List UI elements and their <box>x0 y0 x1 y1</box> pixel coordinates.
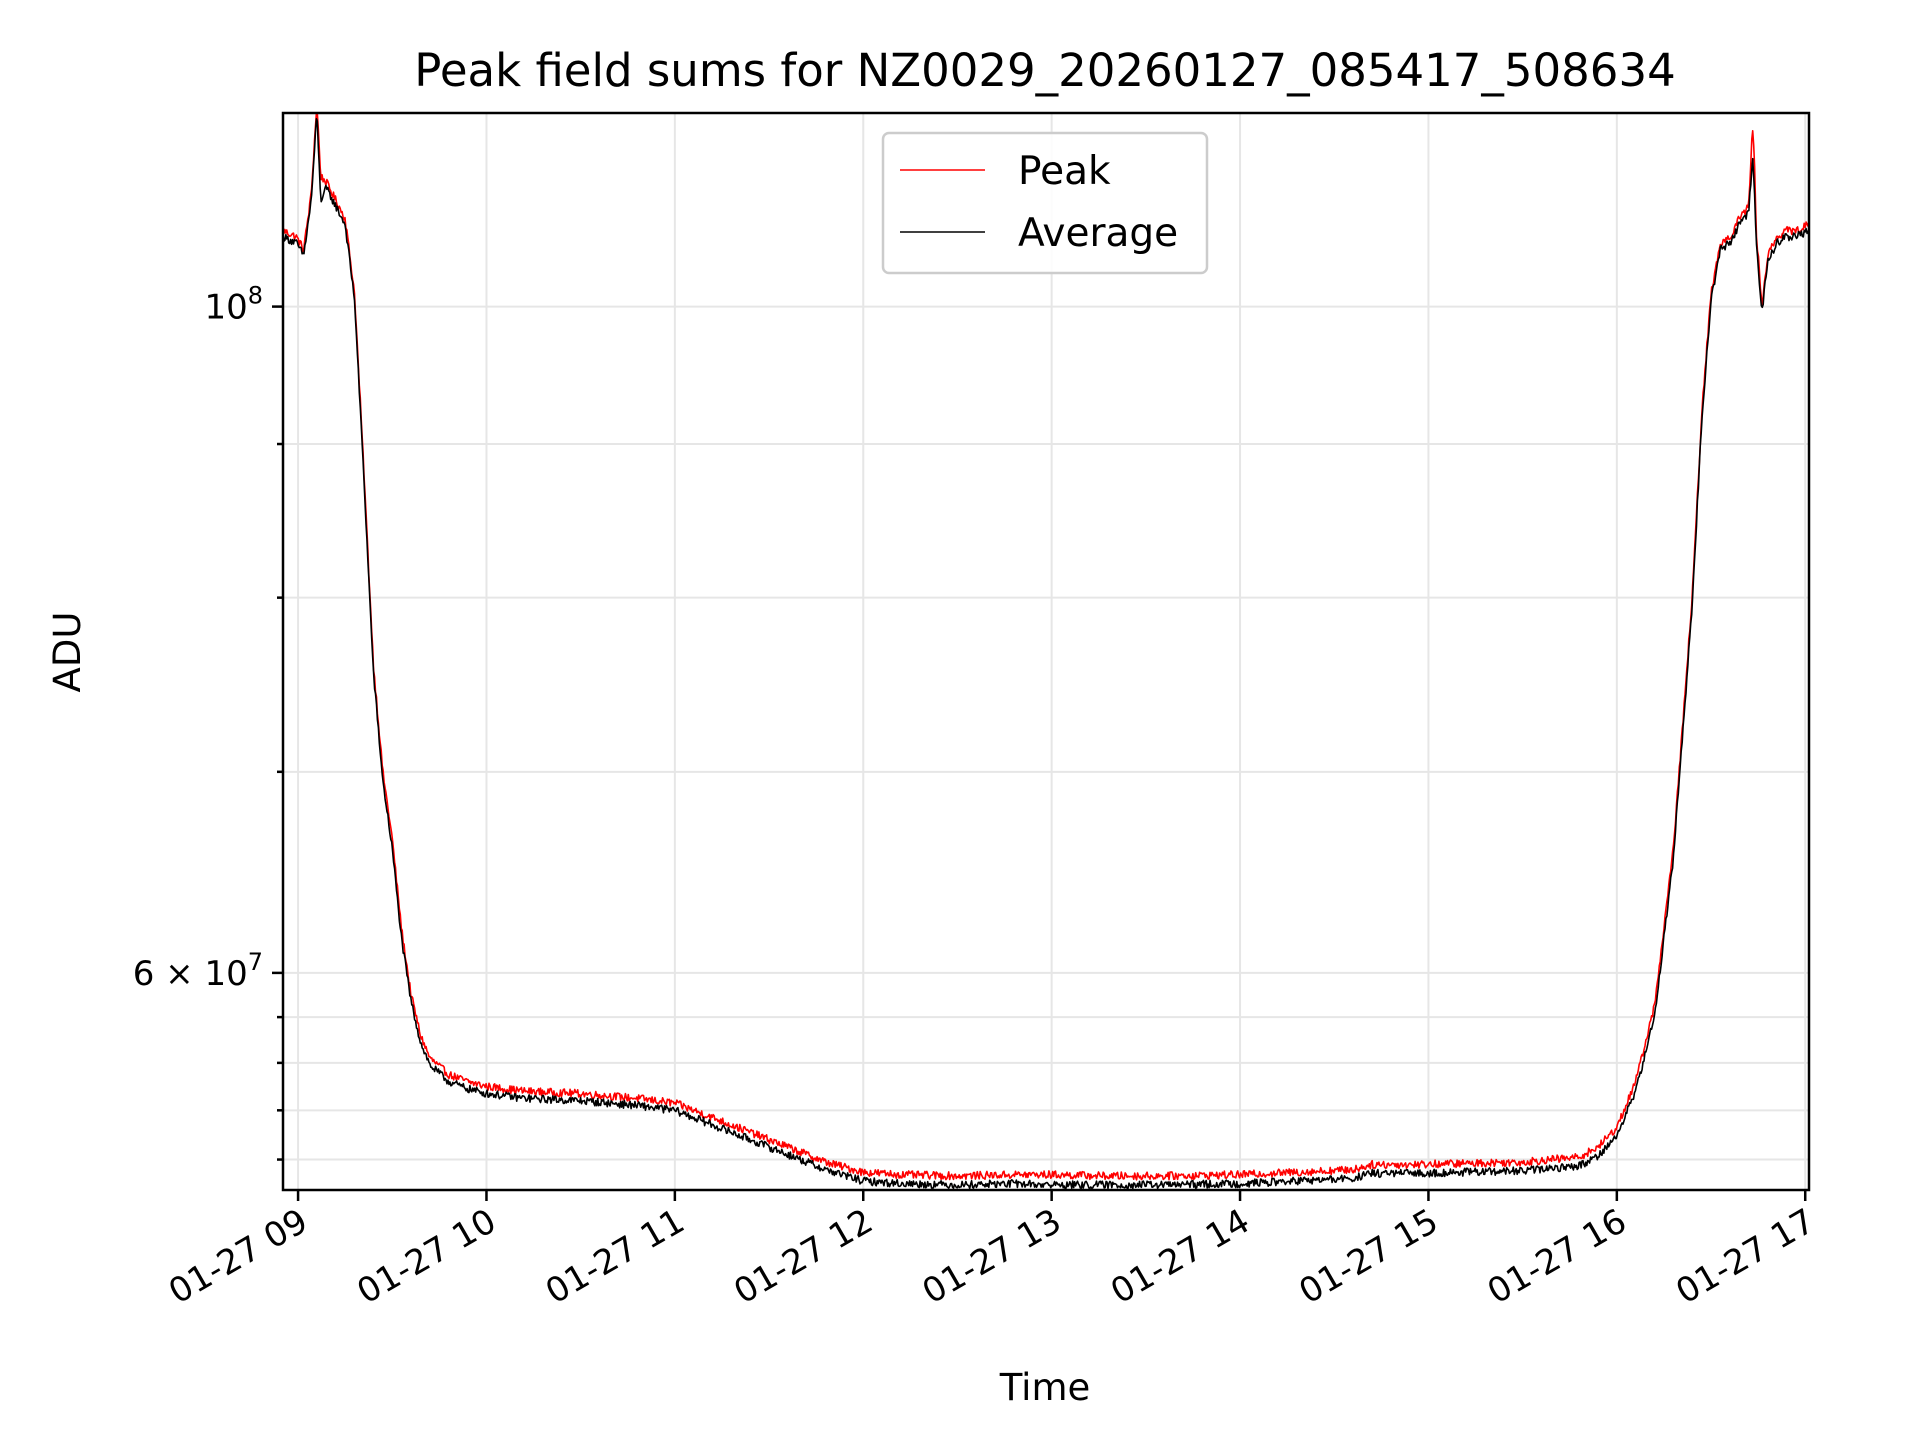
x-tick-label: 01-27 12 <box>727 1201 879 1312</box>
series-lines <box>282 112 1810 1190</box>
chart-title: Peak field sums for NZ0029_20260127_0854… <box>414 44 1675 97</box>
x-tick-label: 01-27 17 <box>1669 1201 1821 1312</box>
x-axis-label: Time <box>999 1366 1091 1409</box>
x-tick-label: 01-27 14 <box>1104 1201 1256 1312</box>
x-tick-label: 01-27 10 <box>351 1201 503 1312</box>
y-tick-label: 6 × 107 <box>133 948 263 994</box>
legend-label-average: Average <box>1018 211 1178 256</box>
legend: Peak Average <box>881 131 1209 275</box>
x-tick-label: 01-27 13 <box>916 1201 1068 1312</box>
series-line-peak <box>282 112 1810 1181</box>
y-tick-label: 108 <box>204 282 263 328</box>
series-line-average <box>282 118 1810 1190</box>
x-tick-label: 01-27 15 <box>1293 1201 1445 1312</box>
plot-frame <box>281 111 1811 1192</box>
grid-lines <box>283 113 1809 1190</box>
legend-box <box>881 131 1209 275</box>
y-axis-label: ADU <box>46 612 89 693</box>
x-tick-label: 01-27 11 <box>539 1201 691 1312</box>
x-tick-label: 01-27 09 <box>162 1201 314 1312</box>
x-tick-label: 01-27 16 <box>1481 1201 1633 1312</box>
legend-label-peak: Peak <box>1018 149 1111 194</box>
